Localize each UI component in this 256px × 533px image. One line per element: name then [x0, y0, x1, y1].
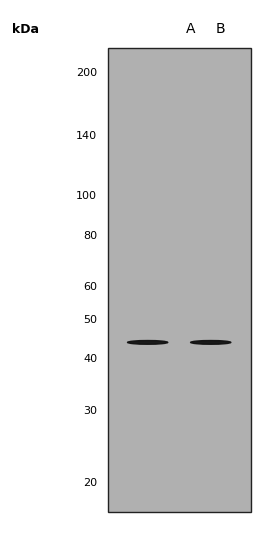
Text: A: A [186, 22, 195, 36]
Text: 50: 50 [83, 314, 97, 325]
Text: 40: 40 [83, 354, 97, 365]
Ellipse shape [127, 341, 168, 344]
Text: 80: 80 [83, 231, 97, 241]
Text: 20: 20 [83, 478, 97, 488]
Text: 100: 100 [76, 191, 97, 201]
Text: 60: 60 [83, 282, 97, 292]
Text: 30: 30 [83, 406, 97, 416]
Ellipse shape [191, 341, 231, 344]
Text: 200: 200 [76, 68, 97, 78]
Bar [108, 48, 251, 512]
Text: B: B [216, 22, 226, 36]
Text: 140: 140 [76, 131, 97, 141]
Text: kDa: kDa [12, 23, 39, 36]
